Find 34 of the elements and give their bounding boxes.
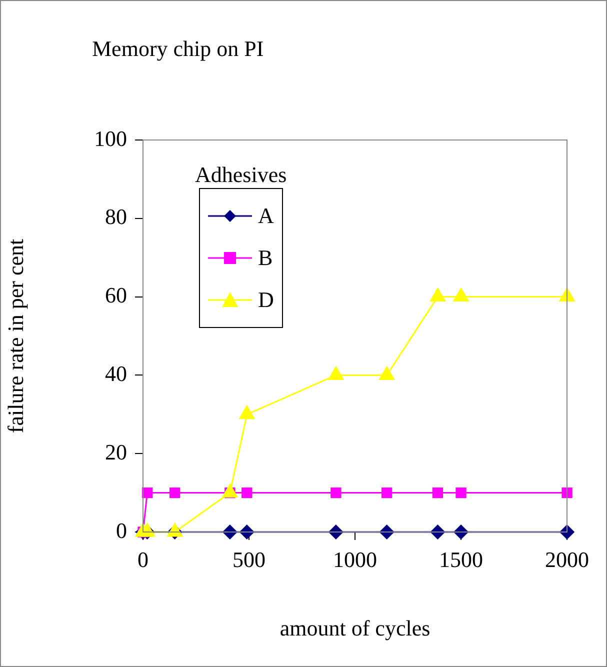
x-tick-label: 0 (138, 546, 148, 572)
point (560, 524, 574, 540)
point (453, 288, 469, 302)
y-axis-title: failure rate in per cent (2, 238, 28, 434)
y-tick-label: 60 (105, 282, 127, 308)
point (430, 288, 446, 302)
x-tick-label: 1000 (333, 546, 377, 572)
point (242, 487, 252, 498)
legend-title: Adhesives (195, 162, 287, 188)
point (454, 524, 468, 540)
point (222, 484, 238, 498)
point (432, 487, 444, 498)
legend-label: D (258, 287, 274, 313)
chart-title: Memory chip on PI (92, 36, 264, 62)
y-tick-label: 80 (105, 204, 127, 230)
x-tick-label: 2000 (545, 546, 589, 572)
legend-label: A (258, 203, 274, 229)
y-tick-label: 20 (105, 439, 127, 464)
point (330, 487, 342, 498)
y-tick-label: 0 (116, 518, 127, 543)
x-tick-label: 500 (232, 546, 266, 572)
point (169, 487, 180, 498)
point (562, 487, 572, 498)
point (559, 288, 575, 302)
point (328, 366, 344, 380)
y-tick-label: 100 (94, 126, 127, 151)
point (456, 487, 466, 498)
y-tick-label: 40 (105, 360, 127, 386)
point (381, 487, 392, 498)
legend-label: B (258, 245, 273, 271)
point (379, 366, 394, 380)
x-tick-label: 1500 (439, 546, 483, 572)
point (239, 406, 255, 420)
x-axis-title: amount of cycles (280, 616, 430, 641)
